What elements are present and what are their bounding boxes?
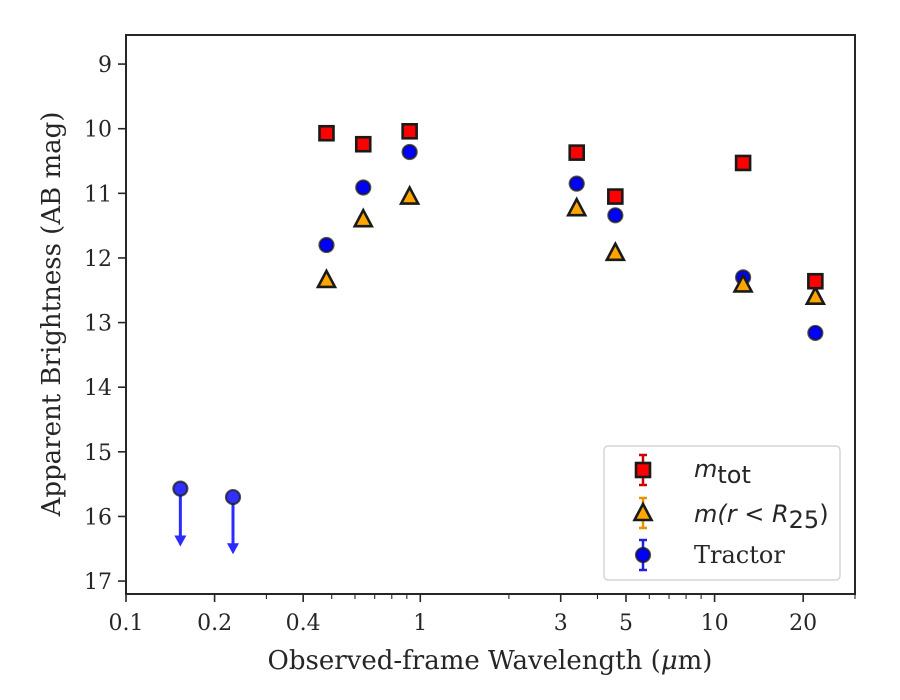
data-point-circle [607, 207, 624, 224]
data-point-triangle [315, 268, 338, 289]
data-point-triangle [352, 207, 374, 228]
data-point-square [401, 122, 418, 140]
upper-limit-arrow-head [227, 543, 240, 555]
data-point-upper-limit [224, 488, 242, 506]
data-point-circle [318, 236, 335, 254]
legend-label-mtot: mtot [694, 455, 751, 489]
data-point-square [734, 154, 752, 172]
x-tick-label: 1 [413, 611, 427, 636]
data-point-circle [568, 175, 585, 192]
y-tick-label: 16 [84, 505, 112, 530]
data-point-circle [401, 143, 418, 161]
data-point-triangle [804, 284, 827, 306]
y-tick-label: 10 [84, 118, 112, 143]
y-tick-label: 17 [84, 570, 112, 595]
data-marks [172, 122, 827, 555]
x-axis-label: Observed-frame Wavelength (μm) [268, 646, 713, 676]
x-tick-label: 3 [554, 611, 568, 636]
data-point-upper-limit [172, 480, 189, 497]
y-tick-label: 15 [84, 441, 112, 466]
data-point-square [318, 124, 335, 142]
upper-limit-arrow-head [174, 535, 187, 547]
legend-marker-triangle [632, 501, 654, 522]
x-tick-label: 0.4 [286, 611, 321, 636]
y-tick-label: 13 [84, 312, 112, 337]
y-tick-label: 12 [84, 247, 112, 272]
data-point-triangle [604, 241, 627, 262]
legend-label-mr25: m(r < R25) [694, 500, 829, 534]
series-square [318, 122, 824, 290]
y-tick-label: 9 [98, 53, 112, 78]
data-point-circle [355, 179, 372, 196]
y-tick-label: 14 [84, 376, 112, 401]
data-point-square [607, 188, 624, 205]
legend-box [603, 445, 841, 581]
data-point-circle [807, 324, 824, 342]
x-tick-label: 0.2 [197, 611, 232, 636]
data-point-square [807, 272, 824, 290]
data-point-triangle [398, 184, 421, 205]
x-tick-label: 0.1 [109, 611, 144, 636]
series-triangle [315, 184, 827, 306]
y-tick-label: 11 [84, 182, 112, 207]
data-point-triangle [732, 272, 754, 293]
x-tick-label: 10 [701, 611, 729, 636]
y-axis-label: Apparent Brightness (AB mag) [37, 112, 67, 518]
x-tick-label: 5 [619, 611, 633, 636]
data-point-square [568, 144, 586, 161]
x-tick-label: 20 [789, 611, 817, 636]
data-point-square [354, 135, 372, 153]
plot-frame [125, 34, 856, 595]
legend-label-tractor: Tractor [694, 541, 785, 569]
data-point-triangle [566, 196, 588, 217]
legend-marker-square [634, 461, 652, 479]
legend-marker-circle [634, 546, 652, 564]
legend: mtot m(r < R25) Tractor [603, 445, 841, 581]
legend-markers [632, 453, 654, 572]
